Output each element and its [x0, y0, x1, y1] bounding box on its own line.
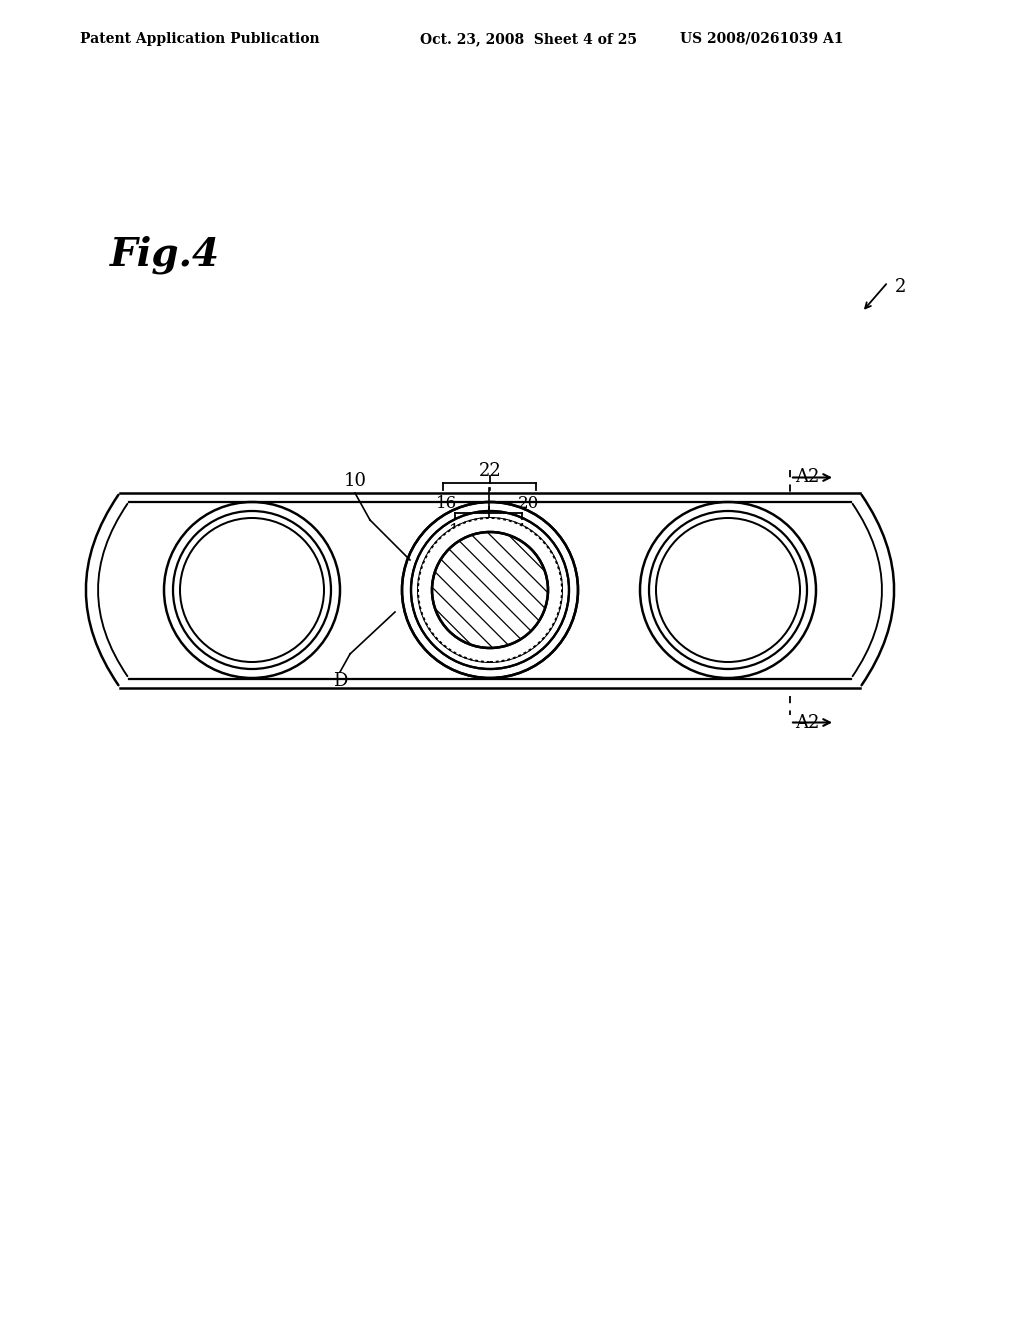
Text: A2: A2: [795, 469, 819, 487]
Text: 12: 12: [450, 523, 471, 540]
Text: Fig.4: Fig.4: [110, 235, 220, 273]
Circle shape: [418, 517, 562, 663]
Text: D: D: [333, 672, 347, 690]
Text: Patent Application Publication: Patent Application Publication: [80, 32, 319, 46]
Text: 14: 14: [507, 523, 527, 540]
Text: US 2008/0261039 A1: US 2008/0261039 A1: [680, 32, 844, 46]
Text: A2: A2: [795, 714, 819, 731]
Text: 2: 2: [895, 279, 906, 296]
Text: 22: 22: [478, 462, 502, 480]
Text: Oct. 23, 2008  Sheet 4 of 25: Oct. 23, 2008 Sheet 4 of 25: [420, 32, 637, 46]
Text: 20: 20: [517, 495, 539, 512]
Text: 16: 16: [435, 495, 457, 512]
Text: 10: 10: [343, 473, 367, 490]
Circle shape: [432, 532, 548, 648]
